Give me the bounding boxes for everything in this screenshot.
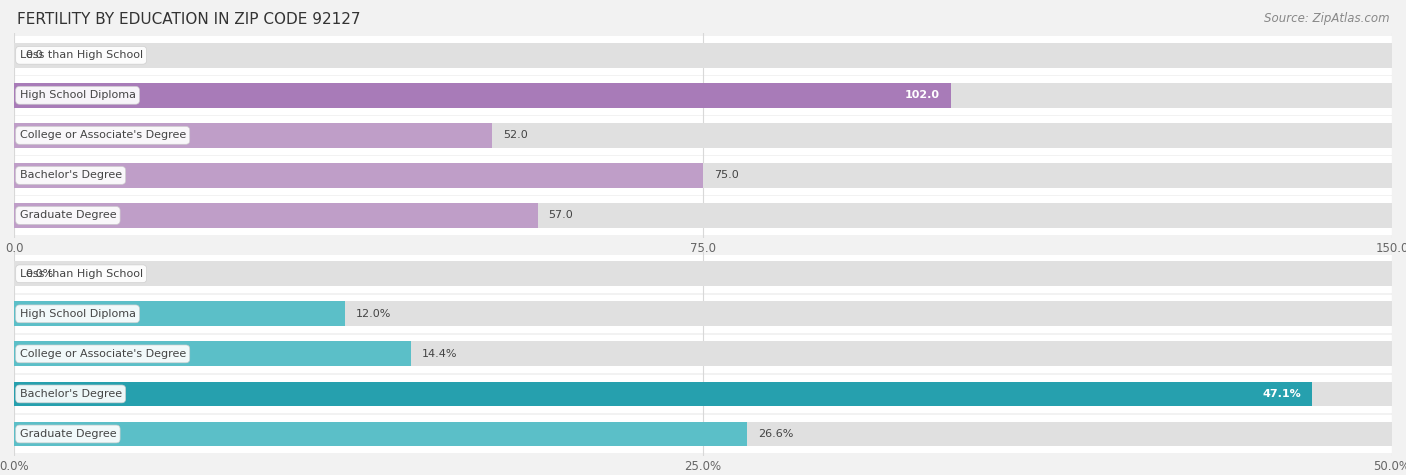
Text: Bachelor's Degree: Bachelor's Degree xyxy=(20,389,122,399)
FancyBboxPatch shape xyxy=(14,421,1392,446)
Text: Source: ZipAtlas.com: Source: ZipAtlas.com xyxy=(1264,12,1389,25)
Text: Bachelor's Degree: Bachelor's Degree xyxy=(20,171,122,180)
FancyBboxPatch shape xyxy=(14,261,1392,286)
Text: Graduate Degree: Graduate Degree xyxy=(20,429,117,439)
Text: College or Associate's Degree: College or Associate's Degree xyxy=(20,130,186,141)
FancyBboxPatch shape xyxy=(14,83,1392,108)
Text: 102.0: 102.0 xyxy=(905,90,941,100)
FancyBboxPatch shape xyxy=(14,76,1392,114)
FancyBboxPatch shape xyxy=(14,163,1392,188)
Text: 12.0%: 12.0% xyxy=(356,309,391,319)
FancyBboxPatch shape xyxy=(14,196,1392,235)
FancyBboxPatch shape xyxy=(14,335,1392,373)
Text: 47.1%: 47.1% xyxy=(1263,389,1301,399)
Text: Graduate Degree: Graduate Degree xyxy=(20,210,117,220)
FancyBboxPatch shape xyxy=(14,342,411,366)
Text: 0.0%: 0.0% xyxy=(25,269,53,279)
Text: Less than High School: Less than High School xyxy=(20,50,142,60)
FancyBboxPatch shape xyxy=(14,163,703,188)
Text: College or Associate's Degree: College or Associate's Degree xyxy=(20,349,186,359)
FancyBboxPatch shape xyxy=(14,302,1392,326)
Text: 52.0: 52.0 xyxy=(503,130,527,141)
Text: High School Diploma: High School Diploma xyxy=(20,309,135,319)
Text: 0.0: 0.0 xyxy=(25,50,42,60)
FancyBboxPatch shape xyxy=(14,36,1392,75)
FancyBboxPatch shape xyxy=(14,255,1392,293)
FancyBboxPatch shape xyxy=(14,302,344,326)
FancyBboxPatch shape xyxy=(14,123,1392,148)
FancyBboxPatch shape xyxy=(14,294,1392,333)
FancyBboxPatch shape xyxy=(14,116,1392,154)
FancyBboxPatch shape xyxy=(14,381,1392,406)
FancyBboxPatch shape xyxy=(14,83,950,108)
Text: 14.4%: 14.4% xyxy=(422,349,457,359)
FancyBboxPatch shape xyxy=(14,375,1392,413)
FancyBboxPatch shape xyxy=(14,123,492,148)
FancyBboxPatch shape xyxy=(14,203,537,228)
FancyBboxPatch shape xyxy=(14,43,1392,68)
FancyBboxPatch shape xyxy=(14,381,1312,406)
FancyBboxPatch shape xyxy=(14,342,1392,366)
Text: FERTILITY BY EDUCATION IN ZIP CODE 92127: FERTILITY BY EDUCATION IN ZIP CODE 92127 xyxy=(17,12,360,27)
Text: High School Diploma: High School Diploma xyxy=(20,90,135,100)
Text: Less than High School: Less than High School xyxy=(20,269,142,279)
FancyBboxPatch shape xyxy=(14,415,1392,453)
Text: 26.6%: 26.6% xyxy=(758,429,793,439)
FancyBboxPatch shape xyxy=(14,203,1392,228)
Text: 57.0: 57.0 xyxy=(548,210,574,220)
Text: 75.0: 75.0 xyxy=(714,171,738,180)
FancyBboxPatch shape xyxy=(14,421,747,446)
FancyBboxPatch shape xyxy=(14,156,1392,195)
